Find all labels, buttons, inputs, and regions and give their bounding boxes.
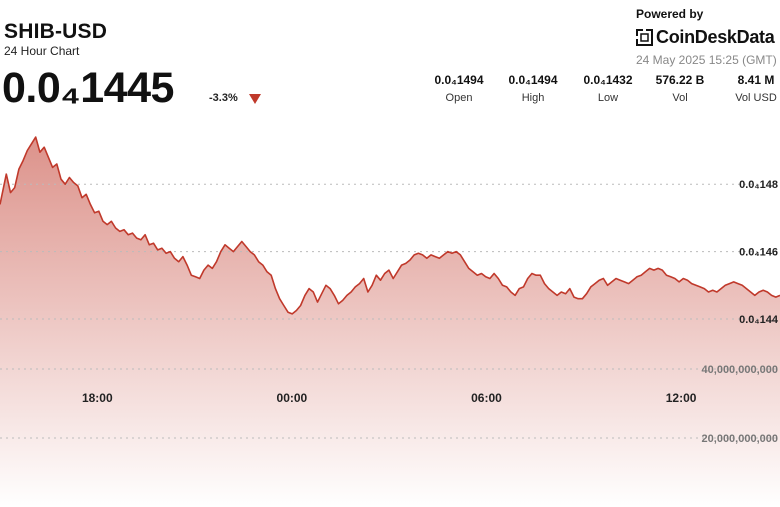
x-tick-label: 18:00 bbox=[82, 391, 113, 405]
x-tick-label: 00:00 bbox=[277, 391, 308, 405]
price-tick-label: 0.0₄146 bbox=[739, 247, 778, 259]
stat-value: 0.0₄1432 bbox=[583, 73, 633, 87]
stat-value: 8.41 M bbox=[737, 73, 775, 87]
price-change: -3.3% bbox=[209, 92, 238, 104]
price-tick-label: 0.0₄148 bbox=[739, 179, 778, 191]
x-tick-label: 12:00 bbox=[666, 391, 697, 405]
stat-label: Vol USD bbox=[735, 92, 777, 104]
volume-tick-label: 40,000,000,000 bbox=[702, 364, 778, 376]
stat-value: 576.22 B bbox=[655, 73, 705, 87]
x-tick-label: 06:00 bbox=[471, 391, 502, 405]
stat-vol-usd: 8.41 M Vol USD bbox=[724, 73, 780, 104]
timestamp: 24 May 2025 15:25 (GMT) bbox=[636, 53, 777, 67]
chart-subtitle: 24 Hour Chart bbox=[4, 44, 80, 58]
price-line bbox=[0, 136, 780, 315]
chart-title: SHIB-USD bbox=[4, 20, 108, 43]
brand[interactable]: CoinDeskData bbox=[636, 27, 775, 48]
volume-tick-label: 20,000,000,000 bbox=[702, 433, 778, 445]
powered-by-label: Powered by bbox=[636, 7, 704, 21]
stat-value: 0.0₄1494 bbox=[508, 73, 558, 87]
stat-value: 0.0₄1494 bbox=[434, 73, 484, 87]
price-tick-label: 0.0₄144 bbox=[739, 314, 779, 326]
stat-high: 0.0₄1494 High bbox=[501, 73, 565, 104]
stat-low: 0.0₄1432 Low bbox=[576, 73, 640, 104]
brand-name: CoinDeskData bbox=[656, 27, 775, 47]
stat-open: 0.0₄1494 Open bbox=[427, 73, 491, 104]
stat-label: High bbox=[521, 92, 545, 104]
coindesk-logo-icon bbox=[636, 29, 653, 46]
stat-label: Open bbox=[445, 92, 473, 104]
stat-label: Vol bbox=[672, 92, 688, 104]
stat-label: Low bbox=[597, 92, 619, 104]
stat-vol: 576.22 B Vol bbox=[648, 73, 712, 104]
down-arrow-icon bbox=[249, 94, 261, 104]
price-area bbox=[0, 137, 780, 507]
current-price: 0.0₄1445 bbox=[2, 64, 174, 112]
